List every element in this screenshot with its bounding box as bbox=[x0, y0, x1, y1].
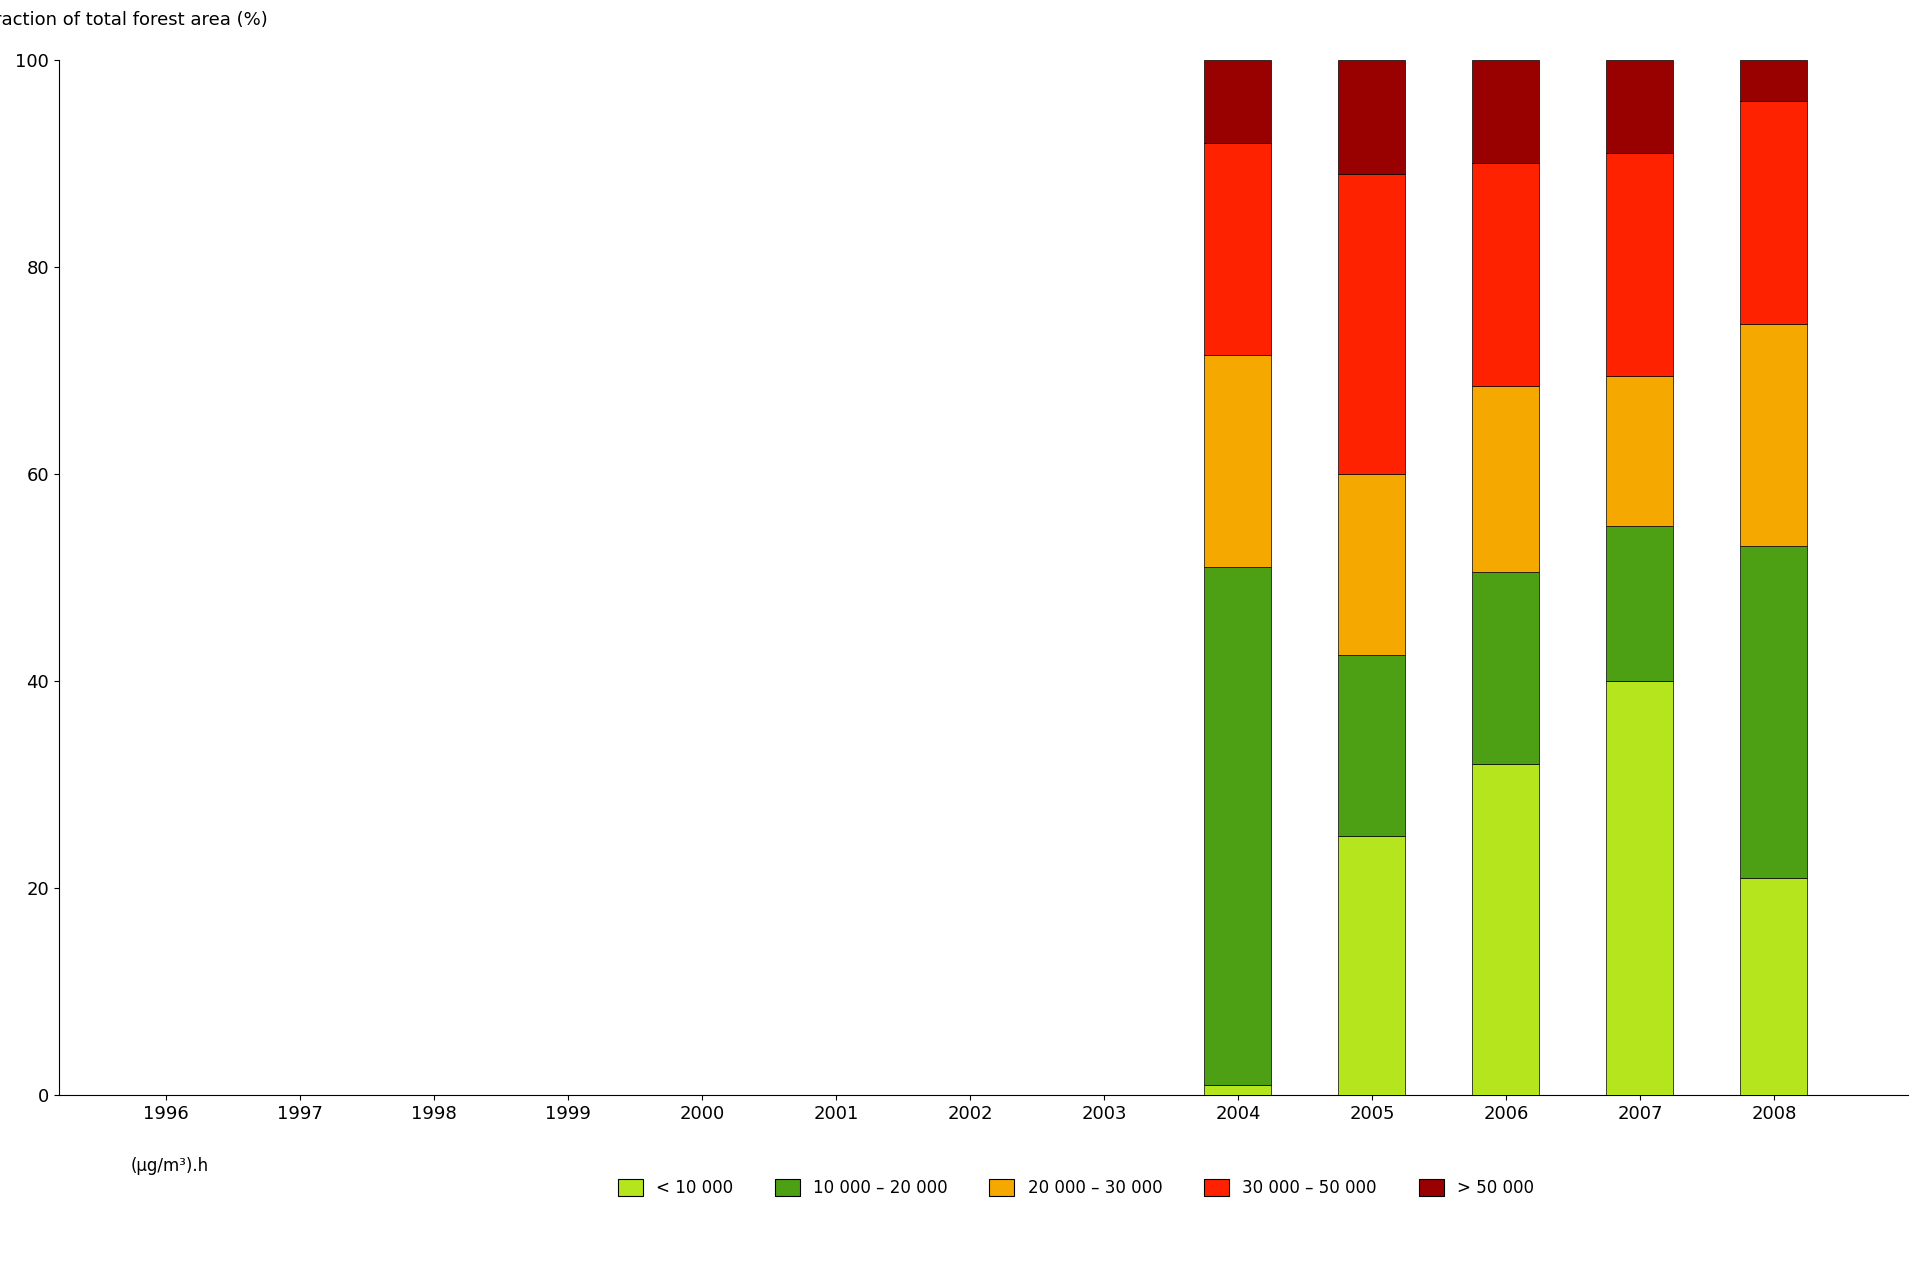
Bar bbox=[1204, 143, 1271, 355]
Bar bbox=[1338, 655, 1406, 837]
Bar bbox=[1740, 59, 1808, 101]
Text: (μg/m³).h: (μg/m³).h bbox=[131, 1157, 210, 1174]
Bar bbox=[1204, 1085, 1271, 1095]
Bar bbox=[1740, 546, 1808, 877]
Bar bbox=[1204, 59, 1271, 143]
Bar bbox=[1473, 763, 1540, 1095]
Bar bbox=[1473, 163, 1540, 386]
Bar bbox=[1204, 355, 1271, 568]
Bar bbox=[1204, 568, 1271, 1085]
Bar bbox=[1740, 324, 1808, 546]
Bar bbox=[1473, 59, 1540, 163]
Bar bbox=[1606, 526, 1673, 681]
Bar bbox=[1606, 375, 1673, 526]
Bar bbox=[1338, 59, 1406, 173]
Bar bbox=[1606, 59, 1673, 153]
Legend: < 10 000, 10 000 – 20 000, 20 000 – 30 000, 30 000 – 50 000, > 50 000: < 10 000, 10 000 – 20 000, 20 000 – 30 0… bbox=[610, 1170, 1542, 1206]
Text: Fraction of total forest area (%): Fraction of total forest area (%) bbox=[0, 11, 267, 29]
Bar bbox=[1740, 877, 1808, 1095]
Bar bbox=[1338, 837, 1406, 1095]
Bar bbox=[1338, 474, 1406, 655]
Bar bbox=[1473, 573, 1540, 763]
Bar bbox=[1338, 173, 1406, 474]
Bar bbox=[1606, 153, 1673, 375]
Bar bbox=[1606, 681, 1673, 1095]
Bar bbox=[1473, 386, 1540, 573]
Bar bbox=[1740, 101, 1808, 324]
